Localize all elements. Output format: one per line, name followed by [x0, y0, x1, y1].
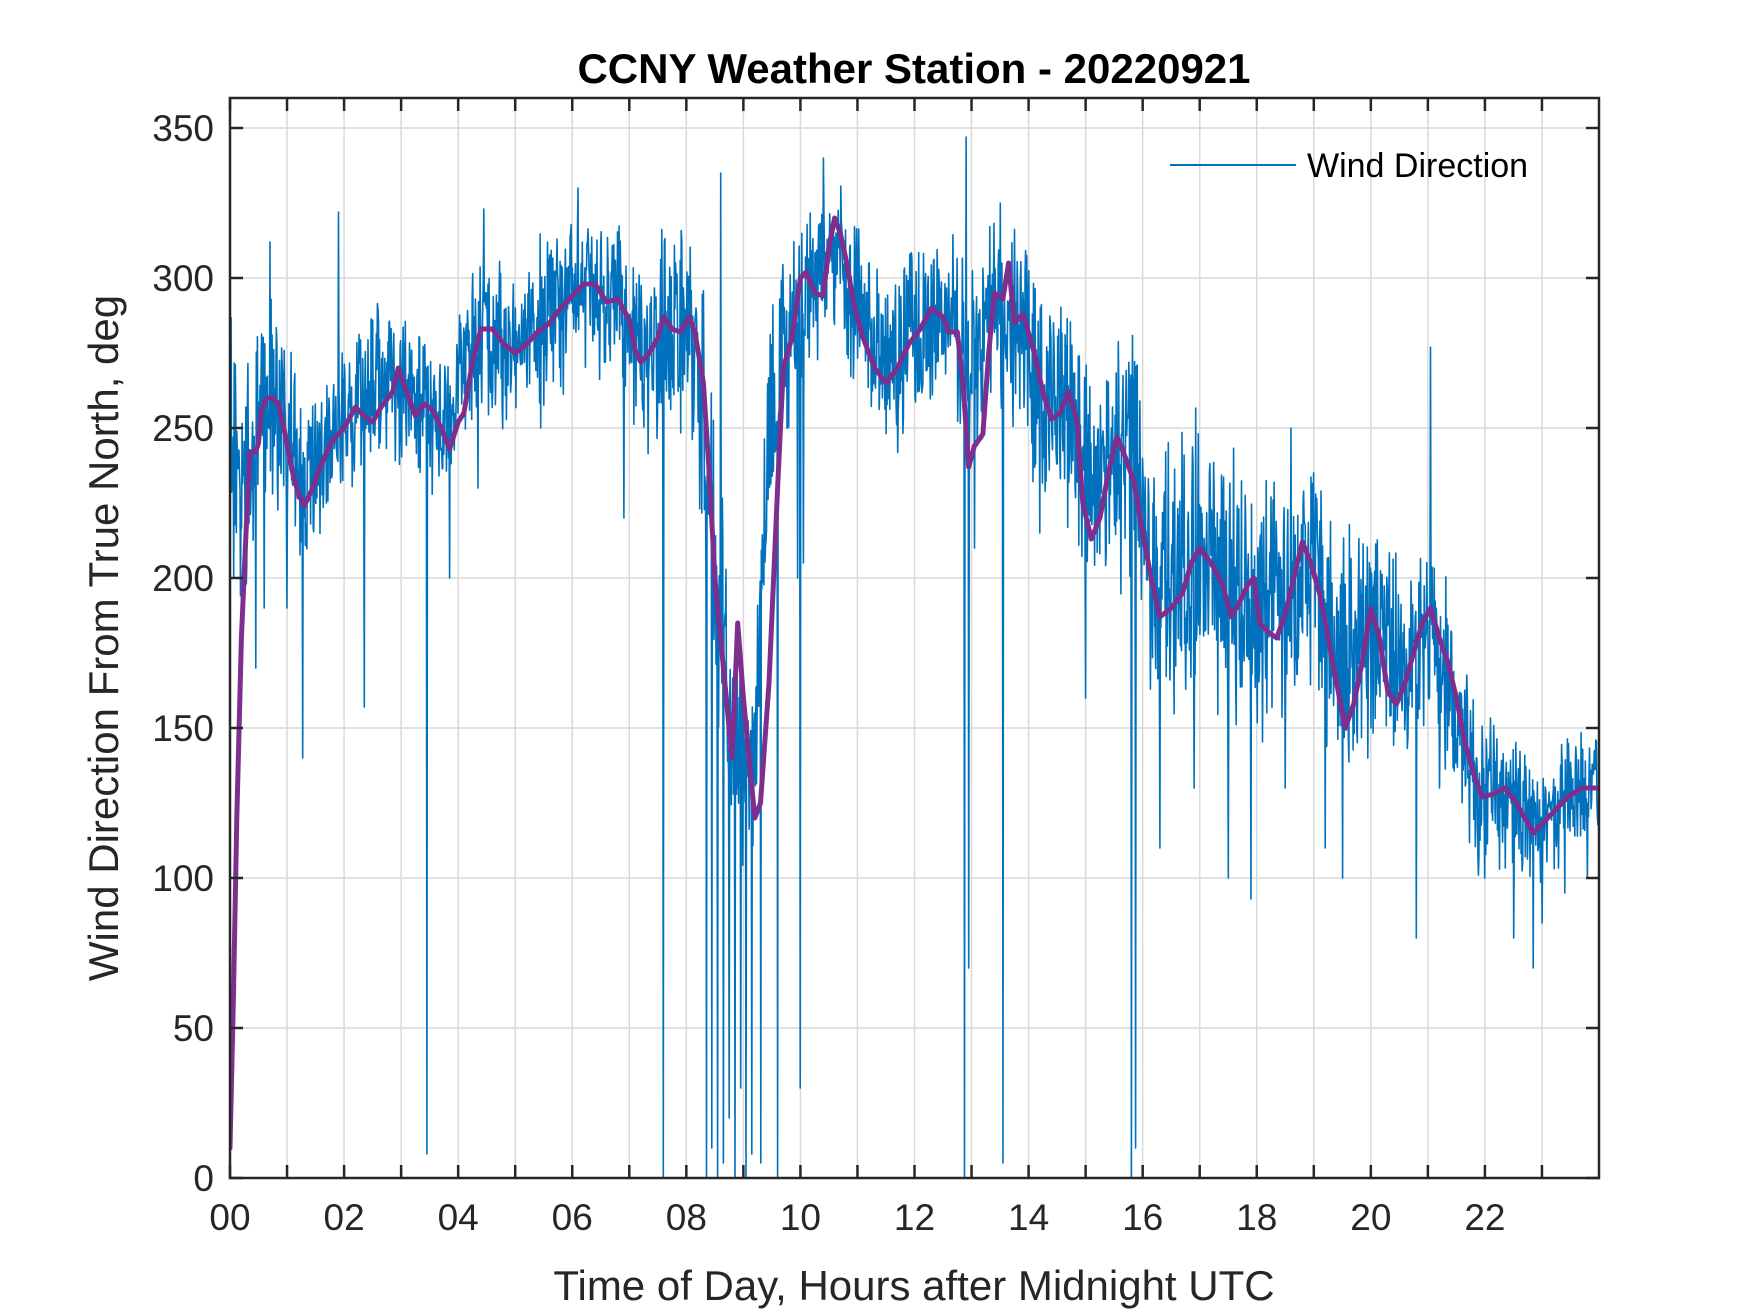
x-tick-labels: 00 02 04 06 08 10 12 14 16 18 20 22: [209, 1197, 1505, 1238]
axis-ticks: [228, 98, 1599, 1180]
x-tick-label: 12: [894, 1197, 935, 1238]
x-tick-label: 06: [552, 1197, 593, 1238]
y-tick-label: 50: [173, 1008, 214, 1049]
y-axis-title: Wind Direction From True North, deg: [80, 295, 127, 981]
y-tick-label: 100: [152, 858, 214, 899]
x-tick-label: 02: [324, 1197, 365, 1238]
legend-label-wind-direction: Wind Direction: [1307, 147, 1528, 185]
x-tick-label: 14: [1008, 1197, 1049, 1238]
x-tick-label: 16: [1122, 1197, 1163, 1238]
y-tick-label: 200: [152, 558, 214, 599]
x-axis-title: Time of Day, Hours after Midnight UTC: [553, 1262, 1274, 1309]
series-line-wind-direction: [230, 136, 1599, 1178]
x-tick-label: 04: [438, 1197, 479, 1238]
x-tick-label: 08: [666, 1197, 707, 1238]
series-line-smoothed-wind-direction: [230, 215, 1599, 1151]
y-tick-label: 0: [193, 1158, 214, 1199]
x-tick-label: 00: [209, 1197, 250, 1238]
y-tick-label: 350: [152, 108, 214, 149]
x-tick-label: 10: [780, 1197, 821, 1238]
y-tick-labels: 0 50 100 150 200 250 300 350: [152, 108, 214, 1199]
y-tick-label: 150: [152, 708, 214, 749]
x-tick-label: 20: [1350, 1197, 1391, 1238]
x-tick-label: 22: [1464, 1197, 1505, 1238]
x-tick-label: 18: [1236, 1197, 1277, 1238]
legend: Wind Direction: [1170, 147, 1528, 185]
chart-title: CCNY Weather Station - 20220921: [577, 45, 1250, 92]
y-tick-label: 250: [152, 408, 214, 449]
y-tick-label: 300: [152, 258, 214, 299]
